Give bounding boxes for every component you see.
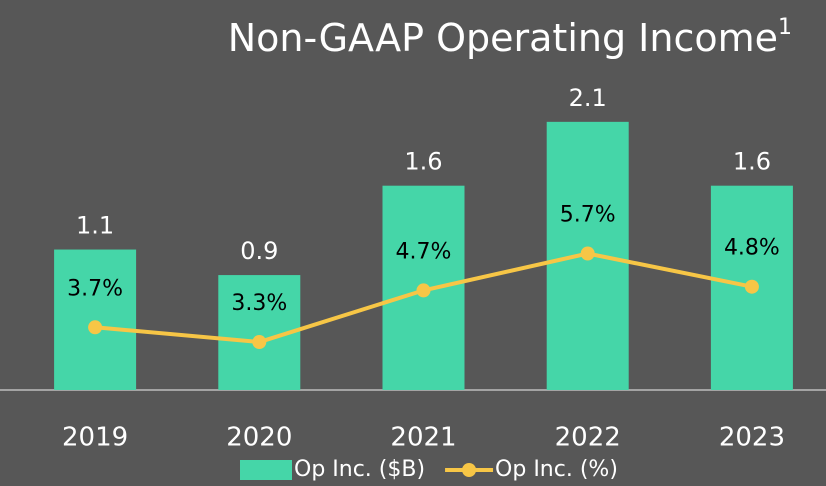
line-value-label: 5.7% [560,203,616,228]
line-point [416,283,431,298]
line-value-label: 4.8% [724,236,780,261]
line-point [744,279,759,294]
bar [54,249,137,390]
x-tick-label: 2022 [555,423,621,453]
bar-value-label: 2.1 [569,84,607,112]
x-tick-label: 2023 [719,423,785,453]
x-tick-label: 2019 [62,423,128,453]
chart-title: Non-GAAP Operating Income1 [228,15,792,60]
line-value-label: 3.7% [67,276,123,301]
x-tick-label: 2021 [390,423,456,453]
title-text: Non-GAAP Operating Income [228,16,778,60]
line-value-label: 3.3% [231,291,287,316]
title-footnote: 1 [778,15,792,40]
line-point [252,335,267,350]
bar-value-label: 1.1 [76,212,114,240]
bar-value-label: 0.9 [240,237,278,265]
line-value-label: 4.7% [396,239,452,264]
legend-swatch-dot [462,463,477,477]
legend-swatch [240,460,292,480]
x-tick-label: 2020 [226,423,292,453]
line-point [88,320,103,335]
legend-label: Op Inc. ($B) [294,457,425,482]
legend-label: Op Inc. (%) [495,457,618,482]
bar-value-label: 1.6 [733,148,771,176]
bar-value-label: 1.6 [404,148,442,176]
line-point [580,246,595,261]
